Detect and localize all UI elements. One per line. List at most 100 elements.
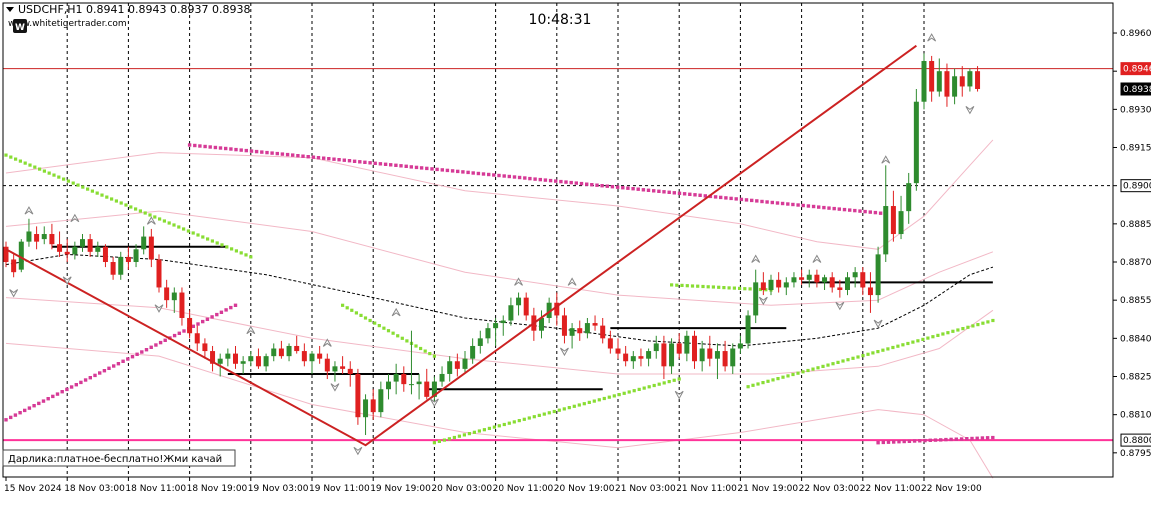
candle-body [80,239,85,247]
price-label: 0.8825 [1120,373,1151,383]
sar-dot-magenta [46,397,50,401]
candle-body [852,272,858,278]
sar-dot-green [42,169,46,173]
sar-dot-magenta [892,440,896,444]
price-badge [1120,62,1151,76]
sar-dot-magenta [579,181,584,186]
price-axis[interactable]: 0.89600.89450.89300.89150.89000.88850.88… [1113,29,1151,459]
sar-dot-magenta [55,392,60,396]
sar-dot-magenta [595,183,599,187]
sar-dot-magenta [933,438,938,442]
sar-dot-green [341,303,345,307]
fractal-down-icon [9,289,19,298]
candle-body [447,361,453,374]
sar-dot-magenta [201,319,205,324]
time-axis[interactable]: 15 Nov 2024 18 Nov 03:00 18 Nov 11:00 18 No… [4,477,982,494]
candle-body [408,384,414,386]
fractal-up-icon [567,277,577,286]
sar-dot-magenta [907,439,912,443]
sar-dot-green [442,438,446,442]
time-label: 18 Nov 11:00 [125,484,186,494]
candle-body [822,277,828,283]
symbol-dropdown-icon[interactable] [6,7,14,12]
sar-dot-magenta [965,437,969,441]
sar-dot-green [572,404,576,408]
sar-dot-green [359,313,363,317]
sar-dot-magenta [646,188,651,192]
sar-dot-green [18,159,22,163]
candle-body [653,343,659,352]
sar-dot-green [368,318,372,323]
sar-dot-green [14,157,18,161]
sar-dot-green [497,424,501,428]
candle-body [202,343,208,352]
sar-dot-green [191,231,195,235]
sar-dot-magenta [249,149,254,153]
sar-dot-magenta [739,197,744,202]
sar-dot-green [811,367,815,371]
sar-dot-green [452,435,456,440]
sar-dot-magenta [822,205,826,210]
sar-dot-magenta [631,187,635,191]
sar-dot-magenta [210,315,214,319]
sar-dot-green [482,428,486,432]
sar-dot-magenta [672,191,676,195]
sar-dot-green [373,321,377,325]
sar-dot-green [162,219,166,223]
sar-dot-magenta [719,195,723,200]
sar-dot-green [637,387,641,391]
sar-dot-magenta [729,196,733,201]
sar-dot-green [220,243,224,247]
sar-dot-magenta [445,168,450,173]
fractal-down-icon [674,390,684,400]
candle-body [646,351,652,359]
sar-dot-green [667,380,671,384]
sar-dot-green [447,437,451,441]
sar-dot-magenta [404,164,408,168]
sar-dot-magenta [275,151,279,156]
sar-dot-magenta [876,441,880,445]
sar-dot-green [414,344,418,348]
candle-body [684,335,690,354]
footer-ticker: Дарлика:платное-бесплатно!Жми качай [8,454,222,465]
sar-dot-magenta [144,348,149,352]
sar-dot-magenta [337,158,341,162]
sar-dot-magenta [378,162,383,166]
sar-dot-magenta [466,170,470,175]
fractal-up-icon [246,325,256,335]
price-badge-label: 0.8800 [1123,436,1151,446]
sar-dot-magenta [430,167,434,171]
sar-dot-green [167,221,171,225]
sar-dot-magenta [806,204,811,208]
fractal-down-icon [758,296,768,306]
sar-dot-green [239,251,243,255]
sar-dot-magenta [863,209,867,214]
candle-body [317,353,323,359]
candle-body [271,348,277,357]
sar-dot-magenta [780,201,785,206]
sar-dot-magenta [51,394,55,399]
sar-dot-magenta [233,303,238,307]
sar-dot-green [758,287,763,292]
sar-dot-green [138,209,142,213]
sar-dot-green [377,324,381,328]
sar-dot-green [547,411,551,415]
sar-dot-green [916,339,920,343]
candle-body [508,305,514,321]
candle-body [87,239,93,252]
sar-dot-magenta [196,322,200,326]
candle-body [248,356,254,362]
candle-body [952,76,958,97]
sar-dot-magenta [641,188,646,192]
sar-dot-magenta [260,150,264,154]
sar-dot-green [119,201,123,205]
sar-dot-magenta [208,145,212,149]
sar-dot-green [23,161,27,165]
candle-body [959,76,965,87]
candle-body [462,358,468,369]
candle-body [49,234,55,245]
sar-dot-green [722,286,726,290]
sar-dot-magenta [41,399,46,403]
